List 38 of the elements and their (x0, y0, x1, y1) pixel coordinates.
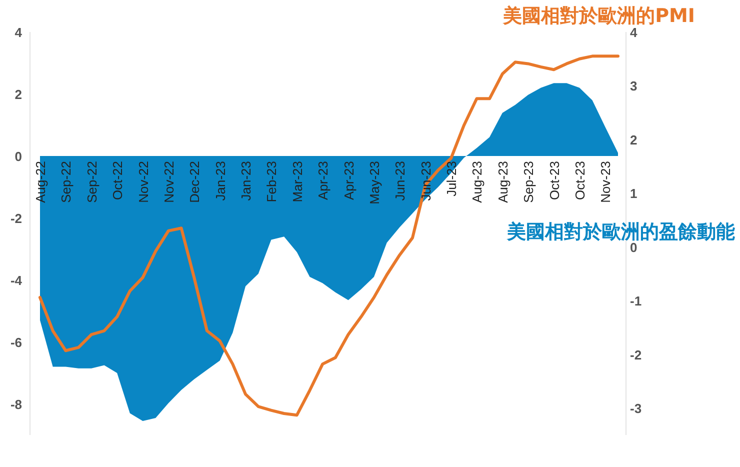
x-tick-label: Aug-23 (470, 161, 485, 203)
x-tick-label: Sep-22 (84, 161, 100, 203)
x-tick-label: Feb-23 (264, 161, 280, 202)
x-tick-label: Nov-22 (161, 161, 176, 203)
y-tick-label: 4 (14, 25, 23, 40)
x-tick-label: Jan-23 (238, 161, 254, 201)
x-tick-label: Sep-23 (521, 161, 536, 203)
x-tick-label: Apr-23 (341, 161, 356, 200)
x-tick-label: Dec-22 (187, 161, 202, 203)
x-tick-label: May-23 (366, 161, 382, 204)
y-tick-label: -4 (10, 273, 23, 288)
x-tick-label: Sep-22 (58, 161, 74, 203)
x-tick-label: Apr-23 (316, 161, 331, 200)
y2-tick-label: 1 (630, 186, 638, 202)
y-tick-label: -6 (10, 335, 22, 350)
y2-tick-label: 2 (630, 132, 638, 148)
y-tick-label: 0 (14, 149, 22, 164)
x-tick-label: Jan-23 (212, 161, 228, 201)
x-tick-label: Nov-22 (136, 161, 151, 203)
x-tick-label: Jun-23 (392, 161, 408, 201)
x-tick-label: Aug-23 (495, 161, 510, 203)
x-tick-label: Jul-23 (444, 161, 460, 196)
x-tick-label: Oct-22 (110, 161, 126, 200)
y2-tick-label: -3 (630, 401, 642, 416)
x-tick-label: Aug-22 (33, 161, 48, 203)
y-tick-label: -8 (10, 397, 22, 412)
y-tick-label: 2 (14, 87, 22, 102)
series-label: 美國相對於歐洲的PMI (502, 5, 695, 27)
y2-tick-label: -1 (630, 294, 642, 309)
x-tick-label: Nov-23 (598, 161, 614, 203)
y2-tick-label: 3 (630, 78, 638, 94)
x-tick-label: Oct-23 (546, 161, 562, 200)
x-tick-label: Jun-23 (418, 161, 434, 201)
x-tick-label: Oct-23 (572, 161, 588, 200)
y2-tick-label: -2 (630, 347, 642, 362)
x-tick-label: Mar-23 (290, 161, 305, 202)
y2-tick-label: 4 (630, 25, 638, 40)
y-tick-label: -2 (10, 211, 22, 226)
